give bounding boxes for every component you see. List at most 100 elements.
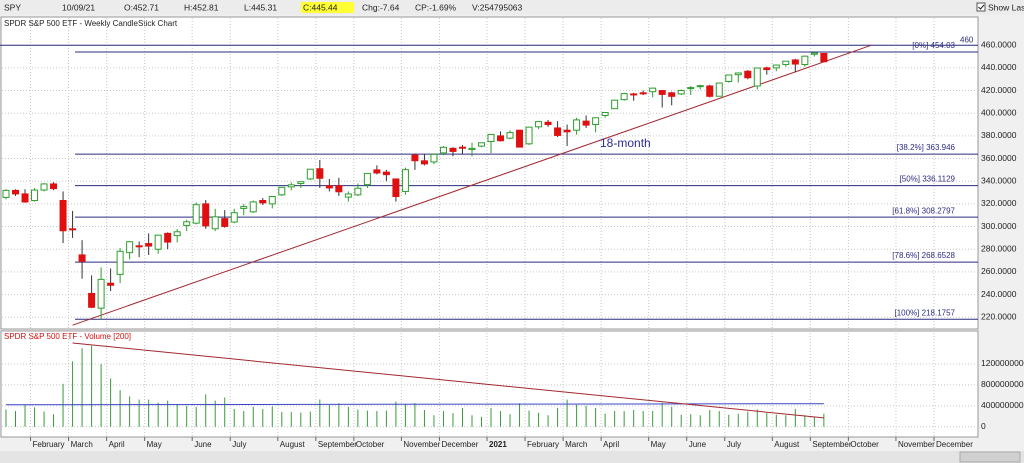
y-tick-label: 320.0000 (981, 198, 1017, 208)
open: O:452.71 (124, 2, 159, 12)
candle-body (554, 127, 562, 136)
candle-body (249, 201, 257, 213)
volume: V:254795063 (472, 2, 523, 12)
close: C:445.44 (303, 2, 338, 12)
x-tick-label: February (33, 440, 65, 449)
volume-trendline (72, 342, 824, 419)
candle-body (211, 216, 219, 230)
candle-body (668, 92, 676, 97)
candle-body (373, 169, 381, 174)
candle-body (611, 99, 619, 110)
y-tick-label: 340.0000 (981, 175, 1017, 185)
y-tick-label: 1200000000 (981, 358, 1024, 368)
candle-body (763, 67, 771, 71)
scrollbar[interactable] (0, 451, 1024, 463)
x-tick-label: June (194, 440, 212, 449)
candle-body (516, 129, 524, 148)
candle-body (468, 147, 476, 150)
y-tick-label: 440.0000 (981, 62, 1017, 72)
fib-level-label: [61.8%] 308.2797 (892, 206, 955, 215)
candle-body (164, 232, 172, 243)
x-tick-label: November (403, 440, 440, 449)
close-highlight (301, 2, 354, 13)
candle-body (325, 185, 333, 189)
candle-body (639, 92, 647, 95)
candle-body (297, 181, 305, 184)
candle-body (420, 160, 428, 165)
scroll-controls[interactable] (959, 451, 1021, 463)
candle-body (725, 74, 733, 82)
show-last-label[interactable]: Show Last (988, 2, 1024, 12)
candle-body (21, 193, 29, 203)
fib-level-label: [38.2%] 363.946 (897, 143, 956, 152)
x-tick-label: April (603, 440, 619, 449)
candle-body (97, 278, 105, 309)
candle-body (50, 183, 58, 190)
candle-body (107, 282, 115, 286)
candle-body (658, 90, 666, 95)
price-title: SPDR S&P 500 ETF - Weekly CandleStick Ch… (4, 19, 178, 28)
x-tick-label: December (441, 440, 478, 449)
y-tick-label: 420.0000 (981, 85, 1017, 95)
change-pct: CP:-1.69% (415, 2, 457, 12)
annotation: 18-month (600, 136, 651, 150)
candle-body (69, 228, 77, 231)
candle-body (116, 250, 124, 275)
candle-body (173, 231, 181, 237)
volume-title: SPDR S&P 500 ETF - Volume [200] (4, 332, 131, 341)
y-tick-label: 460.0000 (981, 39, 1017, 49)
candle-body (430, 153, 438, 163)
candle-body (544, 121, 552, 126)
y-tick-label: 260.0000 (981, 266, 1017, 276)
candle-body (487, 133, 495, 143)
candle-body (382, 171, 390, 176)
x-tick-label: August (280, 440, 306, 449)
candle-body (573, 119, 581, 131)
candle-body (202, 203, 210, 227)
candle-body (601, 112, 609, 116)
candle-body (563, 129, 571, 133)
x-tick-label: May (651, 440, 666, 449)
candle-body (706, 85, 714, 97)
volume-panel (0, 330, 979, 438)
show-last-checkbox[interactable] (976, 2, 986, 12)
x-tick-label: September (318, 440, 357, 449)
candle-body (791, 59, 799, 65)
x-tick-label: November (898, 440, 935, 449)
candle-body (259, 199, 267, 204)
candle-body (497, 135, 505, 142)
x-tick-label: May (147, 440, 162, 449)
y-tick-label: 280.0000 (981, 243, 1017, 253)
candle-body (715, 82, 723, 97)
change: Chg:-7.64 (362, 2, 400, 12)
candle-body (316, 168, 324, 179)
candle-body (411, 154, 419, 162)
high: H:452.81 (184, 2, 219, 12)
candle-body (696, 85, 704, 88)
plot-layer: 220.0000 240.0000 260.0000 280.0000 300.0000… (0, 18, 1024, 449)
candle-body (363, 172, 371, 186)
candle-body (744, 70, 752, 79)
candle-body (392, 178, 400, 198)
y-tick-label: 380.0000 (981, 130, 1017, 140)
candle-body (135, 245, 143, 248)
candle-body (287, 184, 295, 188)
x-tick-label: August (774, 440, 800, 449)
candle-body (439, 146, 447, 154)
price-panel (0, 16, 979, 330)
candle-body (810, 52, 818, 55)
x-tick-label: 2021 (489, 440, 507, 449)
candle-body (734, 72, 742, 76)
candle-body (630, 93, 638, 96)
candle-body (592, 117, 600, 126)
fib-level-label: [50%] 336.1129 (900, 175, 956, 184)
candle-body (230, 212, 238, 223)
candle-body (145, 243, 153, 247)
candle-body (782, 60, 790, 65)
date: 10/09/21 (62, 2, 95, 12)
symbol: SPY (4, 2, 21, 12)
candle-body (59, 199, 67, 232)
candle-body (12, 189, 20, 195)
candle-body (221, 218, 229, 227)
